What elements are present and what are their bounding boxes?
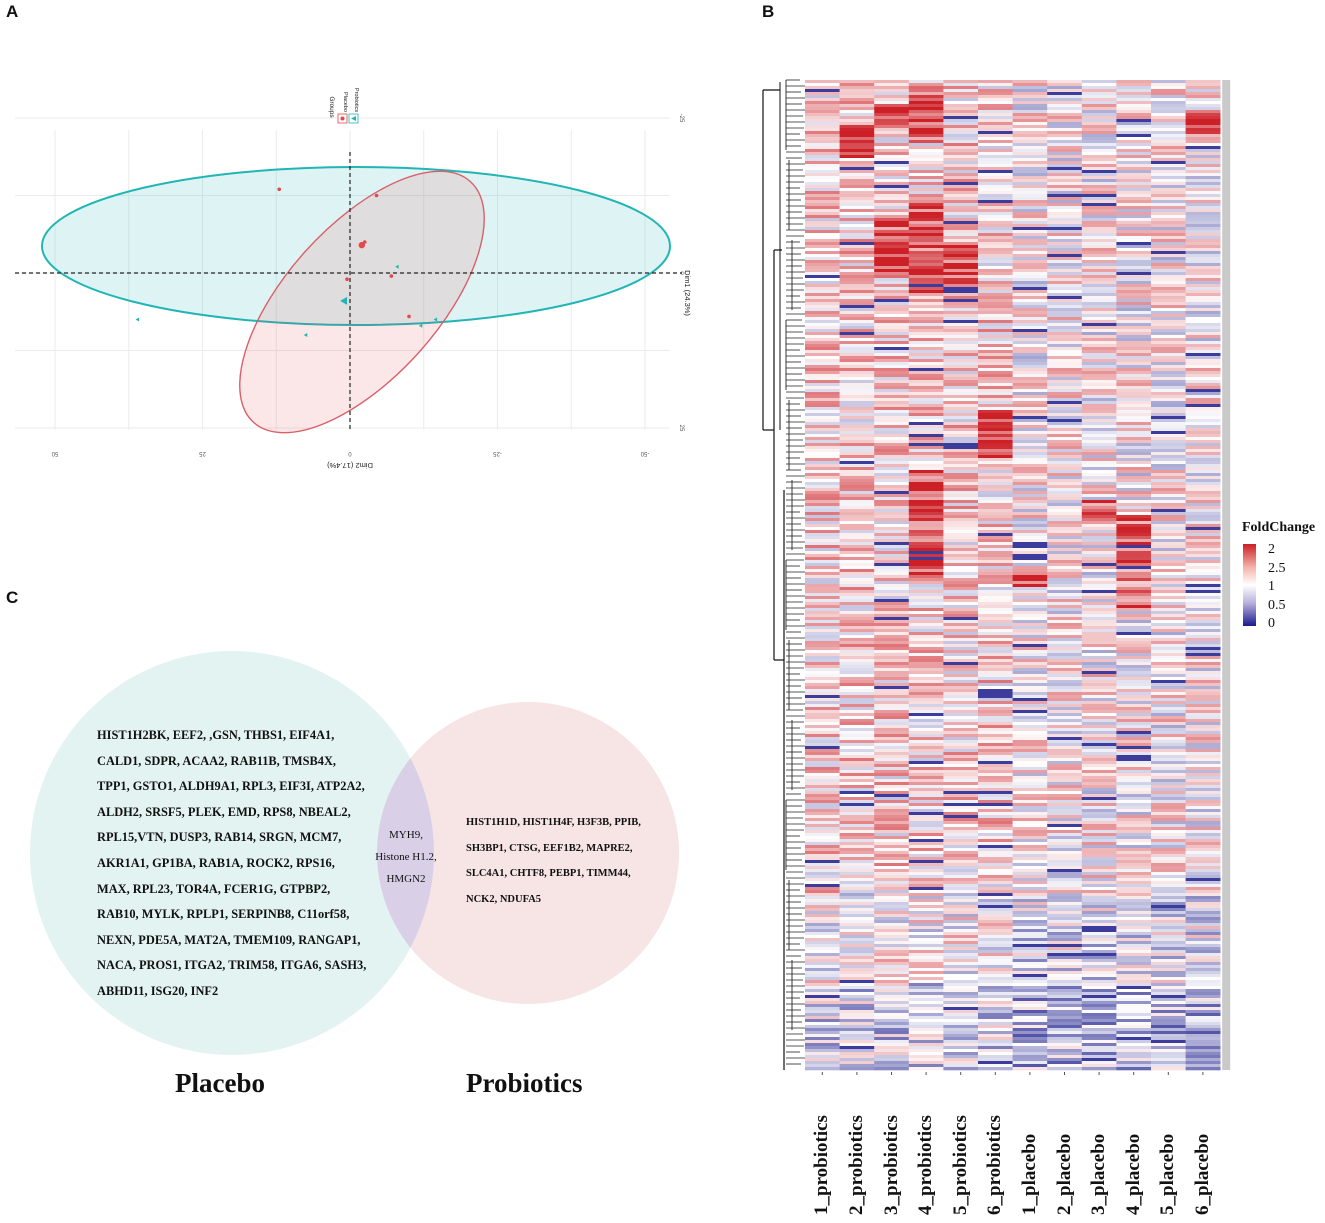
pca-x-tick: -50	[640, 450, 649, 456]
overlap-gene-list: MYH9, Histone H1.2, HMGN2	[366, 824, 446, 890]
probiotics-gene-line: SLC4A1, CHTF8, PEBP1, TIMM44,	[466, 868, 631, 879]
placebo-gene-line: ABHD11, ISG20, INF2	[97, 983, 219, 998]
heatmap-column-label: 3_probiotics	[880, 1115, 902, 1215]
overlap-gene-line: Histone H1.2,	[375, 851, 437, 863]
heatmap	[762, 79, 1231, 1075]
pca-legend-placebo: Placebo	[342, 92, 348, 112]
pca-zero-lines	[15, 152, 682, 430]
legend-tick-label: 0.5	[1268, 598, 1286, 613]
probiotics-gene-line: HIST1H1D, HIST1H4F, H3F3B, PPIB,	[466, 817, 641, 828]
pca-y-tick: 25	[678, 425, 684, 432]
overlap-region	[377, 758, 434, 948]
probiotics-point	[135, 317, 140, 322]
placebo-gene-line: MAX, RPL23, TOR4A, FCER1G, GTPBP2,	[97, 881, 331, 896]
legend-placebo-key	[340, 116, 345, 121]
pca-x-tick: 0	[348, 450, 352, 456]
legend-tick-label: 1	[1268, 579, 1275, 594]
heatmap-column-label: 3_placebo	[1088, 1133, 1110, 1215]
pca-legend-title: Groups	[328, 96, 335, 118]
placebo-point	[277, 187, 282, 192]
placebo-ellipse	[239, 170, 485, 434]
probiotics-gene-line: SH3BP1, CTSG, EEF1B2, MAPRE2,	[466, 842, 633, 854]
placebo-gene-line: AKR1A1, GP1BA, RAB1A, ROCK2, RPS16,	[97, 855, 335, 870]
venn-diagram	[30, 651, 679, 1055]
placebo-gene-line: RAB10, MYLK, RPLP1, SERPINB8, C11orf58,	[97, 907, 350, 922]
probiotics-point	[433, 317, 438, 322]
placebo-point	[407, 314, 411, 319]
overlap-gene-line: HMGN2	[386, 873, 426, 885]
overlap-gene-line: MYH9,	[389, 829, 423, 841]
probiotics-ellipse	[41, 166, 671, 326]
heatmap-cells	[805, 80, 1221, 1071]
panel-a-label: A	[6, 2, 19, 21]
placebo-centroid	[358, 241, 365, 249]
heatmap-column-label: 6_probiotics	[984, 1115, 1006, 1215]
legend-probiotics-key	[351, 116, 356, 121]
placebo-gene-line: NACA, PROS1, ITGA2, TRIM58, ITGA6, SASH3…	[97, 958, 367, 973]
placebo-gene-line: NEXN, PDE5A, MAT2A, TMEM109, RANGAP1,	[97, 932, 361, 947]
placebo-gene-list: HIST1H2BK, EEF2, ,GSN, THBS1, EIF4A1, CAL…	[97, 723, 366, 1005]
pca-x-tick: 25	[199, 450, 206, 456]
placebo-title: Placebo	[175, 1068, 265, 1098]
heatmap-column-label: 1_placebo	[1018, 1133, 1040, 1215]
probiotics-point	[418, 323, 423, 328]
pca-y-tick: -25	[678, 114, 684, 123]
heatmap-column-label: 4_placebo	[1122, 1133, 1144, 1215]
heatmap-column-label: 6_placebo	[1191, 1133, 1213, 1215]
probiotics-gene-list: HIST1H1D, HIST1H4F, H3F3B, PPIB, SH3BP1, …	[466, 810, 641, 912]
pca-legend-probiotics: Probiotics	[353, 88, 359, 112]
legend-tick-label: 0	[1268, 616, 1275, 631]
probiotics-circle	[377, 702, 679, 1004]
heatmap-column-label: 1_probiotics	[811, 1115, 833, 1215]
panel-b-label: B	[762, 2, 775, 21]
legend-tick-label: 2	[1268, 542, 1275, 557]
placebo-gene-line: TPP1, GSTO1, ALDH9A1, RPL3, EIF3I, ATP2A…	[97, 779, 365, 794]
foldchange-legend-title: FoldChange	[1242, 520, 1316, 535]
pca-points	[135, 187, 438, 337]
probiotics-centroid	[340, 296, 348, 305]
probiotics-gene-line: NCK2, NDUFA5	[466, 893, 542, 905]
placebo-point	[389, 274, 394, 278]
placebo-gene-line: CALD1, SDPR, ACAA2, RAB11B, TMSB4X,	[97, 753, 337, 768]
pca-ellipses	[41, 166, 671, 434]
placebo-gene-line: RPL15,VTN, DUSP3, RAB14, SRGN, MCM7,	[97, 830, 342, 845]
heatmap-column-ticks	[821, 1072, 1204, 1075]
pca-y-tick: 0	[678, 271, 684, 275]
row-dendrogram	[762, 79, 808, 1070]
legend-tick-label: 2.5	[1268, 561, 1286, 576]
placebo-point	[374, 193, 379, 198]
heatmap-column-label: 5_placebo	[1157, 1133, 1179, 1215]
heatmap-column-label: 2_probiotics	[845, 1115, 867, 1215]
panel-c-label: C	[6, 588, 19, 607]
heatmap-column-label: 2_placebo	[1053, 1133, 1075, 1215]
probiotics-title: Probiotics	[466, 1068, 583, 1098]
heatmap-row-labels	[1222, 80, 1231, 1070]
placebo-point	[345, 277, 349, 281]
pca-x-tick: -25	[493, 450, 502, 456]
foldchange-colorbar	[1243, 544, 1256, 626]
heatmap-column-label: 5_probiotics	[949, 1115, 971, 1215]
pca-legend: Groups Placebo Probiotics	[328, 88, 359, 124]
probiotics-point	[395, 264, 399, 269]
placebo-gene-line: HIST1H2BK, EEF2, ,GSN, THBS1, EIF4A1,	[97, 728, 335, 742]
pca-x-tick: 50	[51, 450, 58, 456]
placebo-circle	[30, 651, 434, 1055]
heatmap-column-label: 4_probiotics	[915, 1115, 937, 1215]
placebo-gene-line: ALDH2, SRSF5, PLEK, EMD, RPS8, NBEAL2,	[97, 804, 351, 819]
pca-xlabel: Dim1 (24.3%)	[683, 270, 692, 316]
probiotics-point	[303, 333, 308, 337]
pca-ylabel: Dim2 (17.4%)	[327, 461, 373, 470]
pca-axis-labels: Dim2 (17.4%) Dim1 (24.3%)	[327, 270, 692, 470]
